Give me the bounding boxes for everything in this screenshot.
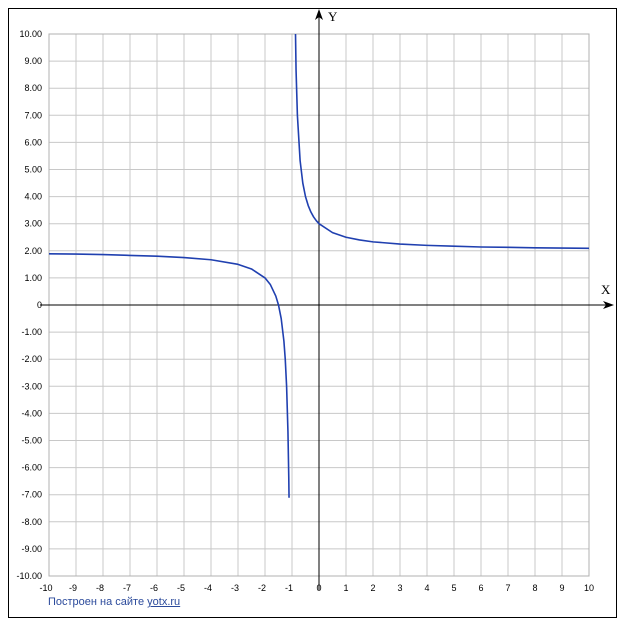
x-tick-label: 6	[478, 583, 483, 593]
y-tick-label: 9.00	[24, 56, 42, 66]
x-tick-label: 2	[370, 583, 375, 593]
y-tick-label: -4.00	[21, 408, 42, 418]
x-tick-label: -2	[258, 583, 266, 593]
y-tick-label: 8.00	[24, 83, 42, 93]
x-tick-label: 5	[451, 583, 456, 593]
y-tick-label: -10.00	[16, 571, 42, 581]
y-tick-label: -1.00	[21, 327, 42, 337]
y-tick-label: 5.00	[24, 165, 42, 175]
x-tick-label: 7	[505, 583, 510, 593]
y-tick-label: 10.00	[19, 29, 42, 39]
y-tick-label: -5.00	[21, 436, 42, 446]
x-tick-label: -10	[39, 583, 52, 593]
curve-branch-2	[294, 34, 589, 250]
y-tick-label: 4.00	[24, 192, 42, 202]
curve-branch-1	[49, 252, 290, 498]
x-tick-label: -5	[177, 583, 185, 593]
y-axis-arrow	[315, 9, 323, 20]
y-tick-label: 7.00	[24, 110, 42, 120]
x-tick-label: -1	[285, 583, 293, 593]
x-axis-label: X	[601, 282, 611, 297]
y-tick-label: -2.00	[21, 354, 42, 364]
y-tick-label: 0	[37, 300, 42, 310]
axes: X Y	[40, 9, 614, 590]
x-tick-label: -3	[231, 583, 239, 593]
credit-line: Построен на сайте yotx.ru	[48, 596, 180, 608]
chart-frame	[8, 8, 617, 618]
x-tick-label: 0	[316, 583, 321, 593]
x-tick-label: 9	[559, 583, 564, 593]
y-tick-label: 6.00	[24, 137, 42, 147]
y-tick-label: -7.00	[21, 490, 42, 500]
x-tick-label: 10	[584, 583, 594, 593]
x-tick-label: -7	[123, 583, 131, 593]
y-tick-label: -8.00	[21, 517, 42, 527]
x-tick-label: 8	[532, 583, 537, 593]
tick-labels: -10 -9 -8 -7 -6 -5 -4 -3 -2 -1 0 1 2 3 4 5 6 7 8 9 1010.009.…	[16, 29, 594, 593]
x-tick-label: -8	[96, 583, 104, 593]
y-tick-label: 1.00	[24, 273, 42, 283]
y-tick-label: -3.00	[21, 381, 42, 391]
x-tick-label: 3	[397, 583, 402, 593]
x-tick-label: -6	[150, 583, 158, 593]
y-tick-label: -9.00	[21, 544, 42, 554]
y-tick-label: 2.00	[24, 246, 42, 256]
y-axis-label: Y	[328, 9, 338, 24]
y-tick-label: 3.00	[24, 219, 42, 229]
x-tick-label: 1	[343, 583, 348, 593]
x-tick-label: -9	[69, 583, 77, 593]
x-tick-label: -4	[204, 583, 212, 593]
x-axis-arrow	[603, 301, 614, 309]
credit-prefix: Построен на сайте	[48, 596, 148, 608]
curve	[49, 34, 589, 498]
site-link[interactable]: yotx.ru	[147, 596, 181, 608]
x-tick-label: 4	[424, 583, 429, 593]
y-tick-label: -6.00	[21, 463, 42, 473]
